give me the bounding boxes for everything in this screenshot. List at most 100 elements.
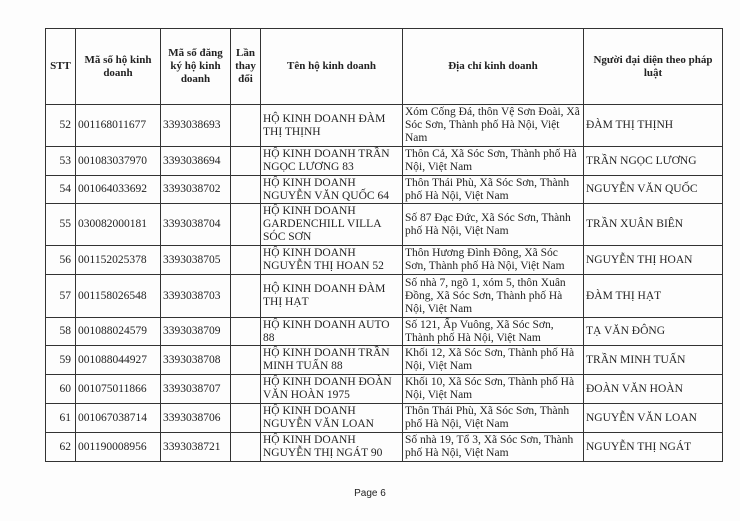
- table-cell: Thôn Thái Phù, Xã Sóc Sơn, Thành phố Hà …: [402, 403, 584, 433]
- table-cell: 3393038693: [160, 104, 231, 147]
- table-cell: TRẦN NGỌC LƯƠNG: [583, 146, 723, 176]
- table-cell: 001190008956: [75, 432, 161, 462]
- table-cell: [230, 317, 261, 346]
- table-cell: [230, 146, 261, 176]
- table-cell: Khối 12, Xã Sóc Sơn, Thành phố Hà Nội, V…: [402, 345, 584, 375]
- table-cell: 001088044927: [75, 345, 161, 375]
- header-cell: Người đại diện theo pháp luật: [583, 28, 723, 105]
- table-cell: 53: [45, 146, 76, 176]
- table-row: 61 001067038714 3393038706 HỘ KINH DOANH NG…: [45, 403, 723, 433]
- table-cell: 001067038714: [75, 403, 161, 433]
- table-cell: 3393038706: [160, 403, 231, 433]
- table-cell: 3393038694: [160, 146, 231, 176]
- table-cell: HỘ KINH DOANH NGUYỄN VĂN QUỐC 64: [260, 175, 403, 204]
- table-cell: Thôn Cả, Xã Sóc Sơn, Thành phố Hà Nội, V…: [402, 146, 584, 176]
- table-cell: [230, 374, 261, 404]
- table-cell: [230, 104, 261, 147]
- table-cell: HỘ KINH DOANH ĐOÀN VĂN HOÀN 1975: [260, 374, 403, 404]
- table-cell: [230, 432, 261, 462]
- table-cell: [230, 203, 261, 246]
- table-cell: [230, 245, 261, 275]
- table-cell: HỘ KINH DOANH GARDENCHILL VILLA SÓC SƠN: [260, 203, 403, 246]
- table-row: 59 001088044927 3393038708 HỘ KINH DOANH TR…: [45, 345, 723, 375]
- table-cell: 54: [45, 175, 76, 204]
- header-cell: Lần thay đổi: [230, 28, 261, 105]
- table-cell: HỘ KINH DOANH ĐÀM THỊ THỊNH: [260, 104, 403, 147]
- table-row: 56 001152025378 3393038705 HỘ KINH DOANH NG…: [45, 245, 723, 275]
- table-cell: 001088024579: [75, 317, 161, 346]
- header-cell: Mã số hộ kinh doanh: [75, 28, 161, 105]
- header-cell: Địa chỉ kinh doanh: [402, 28, 584, 105]
- table-cell: HỘ KINH DOANH TRẦN MINH TUẤN 88: [260, 345, 403, 375]
- table-cell: HỘ KINH DOANH NGUYỄN THỊ NGÁT 90: [260, 432, 403, 462]
- table-row: 58 001088024579 3393038709 HỘ KINH DOANH AU…: [45, 317, 723, 346]
- table-cell: 001158026548: [75, 274, 161, 318]
- table-cell: 001075011866: [75, 374, 161, 404]
- table-cell: 62: [45, 432, 76, 462]
- table-cell: 001083037970: [75, 146, 161, 176]
- table-cell: 3393038709: [160, 317, 231, 346]
- table-cell: 61: [45, 403, 76, 433]
- table-cell: Xóm Cống Đá, thôn Vệ Sơn Đoài, Xã Sóc Sơ…: [402, 104, 584, 147]
- table-cell: NGUYỄN VĂN QUỐC: [583, 175, 723, 204]
- table-cell: 001152025378: [75, 245, 161, 275]
- table-cell: 60: [45, 374, 76, 404]
- table-cell: TRẦN XUÂN BIÊN: [583, 203, 723, 246]
- table-cell: Số nhà 19, Tổ 3, Xã Sóc Sơn, Thành phố H…: [402, 432, 584, 462]
- header-cell: Mã số đăng ký hộ kinh doanh: [160, 28, 231, 105]
- table-cell: Thôn Thái Phù, Xã Sóc Sơn, Thành phố Hà …: [402, 175, 584, 204]
- table-cell: 3393038707: [160, 374, 231, 404]
- table-cell: ĐÀM THỊ THỊNH: [583, 104, 723, 147]
- table-row: 57 001158026548 3393038703 HỘ KINH DOANH ĐÀ…: [45, 274, 723, 318]
- table-cell: TẠ VĂN ĐÔNG: [583, 317, 723, 346]
- table-cell: Thôn Hương Đình Đông, Xã Sóc Sơn, Thành …: [402, 245, 584, 275]
- table-cell: NGUYỄN THỊ HOAN: [583, 245, 723, 275]
- table-body: 52 001168011677 3393038693 HỘ KINH DOANH ĐÀ…: [45, 104, 723, 462]
- table-cell: ĐÀM THỊ HẠT: [583, 274, 723, 318]
- table-cell: 52: [45, 104, 76, 147]
- table-cell: Số 121, Ấp Vuông, Xã Sóc Sơn, Thành phố …: [402, 317, 584, 346]
- table-cell: 3393038702: [160, 175, 231, 204]
- table-cell: 3393038721: [160, 432, 231, 462]
- table-cell: 59: [45, 345, 76, 375]
- table-cell: Số nhà 7, ngõ 1, xóm 5, thôn Xuân Đồng, …: [402, 274, 584, 318]
- table-cell: 3393038704: [160, 203, 231, 246]
- table-cell: Khối 10, Xã Sóc Sơn, Thành phố Hà Nội, V…: [402, 374, 584, 404]
- table-cell: 3393038703: [160, 274, 231, 318]
- page-number: Page 6: [354, 488, 386, 499]
- table-cell: 001168011677: [75, 104, 161, 147]
- header-row: STT Mã số hộ kinh doanh Mã số đăng ký hộ…: [45, 28, 723, 105]
- table-cell: 55: [45, 203, 76, 246]
- table-cell: [230, 345, 261, 375]
- table-row: 54 001064033692 3393038702 HỘ KINH DOANH NG…: [45, 175, 723, 204]
- table-cell: 56: [45, 245, 76, 275]
- table-cell: HỘ KINH DOANH AUTO 88: [260, 317, 403, 346]
- table-cell: HỘ KINH DOANH NGUYỄN VĂN LOAN: [260, 403, 403, 433]
- business-table: STT Mã số hộ kinh doanh Mã số đăng ký hộ…: [45, 28, 723, 462]
- table-cell: [230, 274, 261, 318]
- table-cell: 3393038708: [160, 345, 231, 375]
- table-row: 52 001168011677 3393038693 HỘ KINH DOANH ĐÀ…: [45, 104, 723, 147]
- table-cell: HỘ KINH DOANH NGUYỄN THỊ HOAN 52: [260, 245, 403, 275]
- header-cell: STT: [45, 28, 76, 105]
- table-cell: NGUYỄN THỊ NGÁT: [583, 432, 723, 462]
- table-cell: 58: [45, 317, 76, 346]
- table-row: 53 001083037970 3393038694 HỘ KINH DOANH TR…: [45, 146, 723, 176]
- table-cell: 3393038705: [160, 245, 231, 275]
- table-cell: 57: [45, 274, 76, 318]
- table-row: 60 001075011866 3393038707 HỘ KINH DOANH ĐO…: [45, 374, 723, 404]
- table-cell: Số 87 Đạc Đức, Xã Sóc Sơn, Thành phố Hà …: [402, 203, 584, 246]
- table-cell: NGUYỄN VĂN LOAN: [583, 403, 723, 433]
- table-cell: HỘ KINH DOANH TRẦN NGỌC LƯƠNG 83: [260, 146, 403, 176]
- table-row: 62 001190008956 3393038721 HỘ KINH DOANH NG…: [45, 432, 723, 462]
- table-cell: 030082000181: [75, 203, 161, 246]
- table-cell: ĐOÀN VĂN HOÀN: [583, 374, 723, 404]
- table-cell: [230, 403, 261, 433]
- header-cell: Tên hộ kinh doanh: [260, 28, 403, 105]
- table-cell: 001064033692: [75, 175, 161, 204]
- table-row: 55 030082000181 3393038704 HỘ KINH DOANH GA…: [45, 203, 723, 246]
- table-cell: [230, 175, 261, 204]
- table-cell: HỘ KINH DOANH ĐÀM THỊ HẠT: [260, 274, 403, 318]
- table-cell: TRẦN MINH TUẤN: [583, 345, 723, 375]
